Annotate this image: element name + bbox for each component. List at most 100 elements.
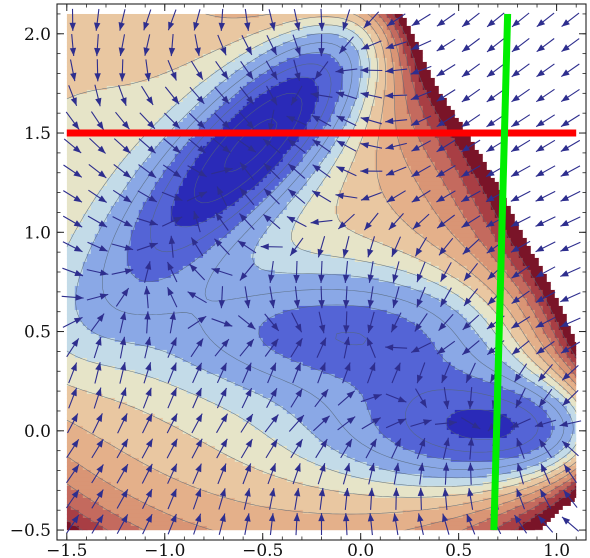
contour-cell (66, 293, 76, 299)
contour-cell (294, 165, 320, 171)
contour-cell (66, 365, 116, 371)
arrow-head (515, 399, 523, 408)
arrow-head (94, 47, 101, 57)
contour-cell (378, 65, 388, 71)
contour-cell (394, 97, 408, 103)
contour-cell (358, 57, 372, 63)
contour-cell (518, 225, 577, 231)
contour-cell (522, 473, 544, 479)
arrow-head (436, 169, 445, 177)
vector-arrow (293, 59, 301, 82)
arrow-head (122, 145, 131, 154)
contour-cell (510, 293, 524, 299)
vector-arrow (310, 91, 333, 99)
contour-cell (258, 265, 396, 271)
contour-cell (374, 165, 412, 171)
contour-cell (126, 253, 204, 259)
contour-cell (558, 325, 572, 331)
contour-cell (526, 265, 544, 271)
vector-arrow (264, 414, 279, 433)
contour-cell (402, 77, 412, 83)
arrow-head (462, 347, 471, 355)
contour-cell (558, 341, 568, 347)
contour-cell (394, 81, 404, 87)
vector-arrow (411, 190, 431, 203)
y-tick-label: 0.5 (24, 323, 51, 343)
contour-cell (518, 513, 536, 519)
contour-cell (554, 377, 564, 383)
contour-cell (458, 529, 492, 531)
vector-arrow (290, 338, 303, 358)
contour-cell (366, 45, 376, 51)
vector-arrow (467, 387, 474, 410)
vector-arrow (217, 463, 227, 485)
contour-cell (306, 181, 324, 187)
arrow-head (168, 47, 176, 57)
contour-cell (538, 321, 552, 327)
contour-cell (394, 13, 404, 19)
contour-cell (282, 405, 368, 411)
contour-cell (382, 193, 424, 199)
contour-cell (446, 97, 577, 103)
vector-arrow (216, 387, 228, 409)
contour-cell (538, 285, 552, 291)
contour-cell (94, 433, 192, 439)
contour-cell (378, 61, 388, 67)
arrow-head (335, 192, 344, 200)
vector-arrow (560, 139, 581, 152)
vector-arrow (535, 216, 556, 227)
contour-cell (394, 93, 408, 99)
contour-cell (346, 37, 364, 43)
arrow-head (535, 194, 545, 202)
arrow-head (561, 69, 570, 77)
contour-cell (258, 53, 300, 59)
arrow-head (510, 194, 520, 202)
arrow-head (170, 463, 177, 473)
arrow-head (343, 513, 350, 522)
contour-cell (466, 157, 484, 163)
contour-cell (534, 497, 548, 503)
contour-cell (406, 37, 416, 43)
contour-cell (66, 329, 92, 335)
contour-cell (74, 293, 432, 299)
contour-cell (66, 125, 152, 131)
contour-cell (370, 37, 380, 43)
contour-cell (554, 473, 568, 479)
contour-cell (130, 521, 196, 527)
arrow-head (194, 47, 201, 56)
arrow-head (95, 387, 102, 397)
contour-cell (66, 273, 80, 279)
contour-cell (66, 401, 128, 407)
contour-cell (338, 489, 484, 495)
vector-arrow (442, 462, 450, 485)
contour-cell (274, 313, 400, 319)
arrow-head (263, 163, 272, 172)
arrow-head (338, 221, 347, 229)
vector-arrow (188, 138, 206, 154)
contour-cell (274, 165, 296, 171)
vector-arrow (264, 338, 279, 357)
x-tick-label: −1.0 (144, 541, 185, 558)
contour-cell (158, 141, 188, 147)
contour-cell (298, 161, 320, 167)
contour-cell (158, 73, 212, 79)
contour-cell (206, 525, 416, 531)
vector-arrow (391, 362, 401, 384)
arrow-head (119, 336, 127, 346)
contour-cell (66, 529, 88, 531)
arrow-head (368, 487, 375, 497)
contour-cell (354, 101, 364, 107)
arrow-head (318, 48, 325, 57)
arrow-head (244, 22, 251, 31)
arrow-head (245, 439, 253, 448)
contour-cell (486, 285, 504, 291)
vector-arrow (510, 216, 531, 228)
arrow-head (318, 513, 325, 522)
contour-cell (66, 513, 84, 519)
contour-cell (294, 193, 312, 199)
contour-cell (474, 229, 492, 235)
arrow-head (319, 463, 326, 472)
contour-cell (150, 193, 176, 199)
contour-cell (534, 313, 548, 319)
vector-arrow (266, 34, 278, 56)
